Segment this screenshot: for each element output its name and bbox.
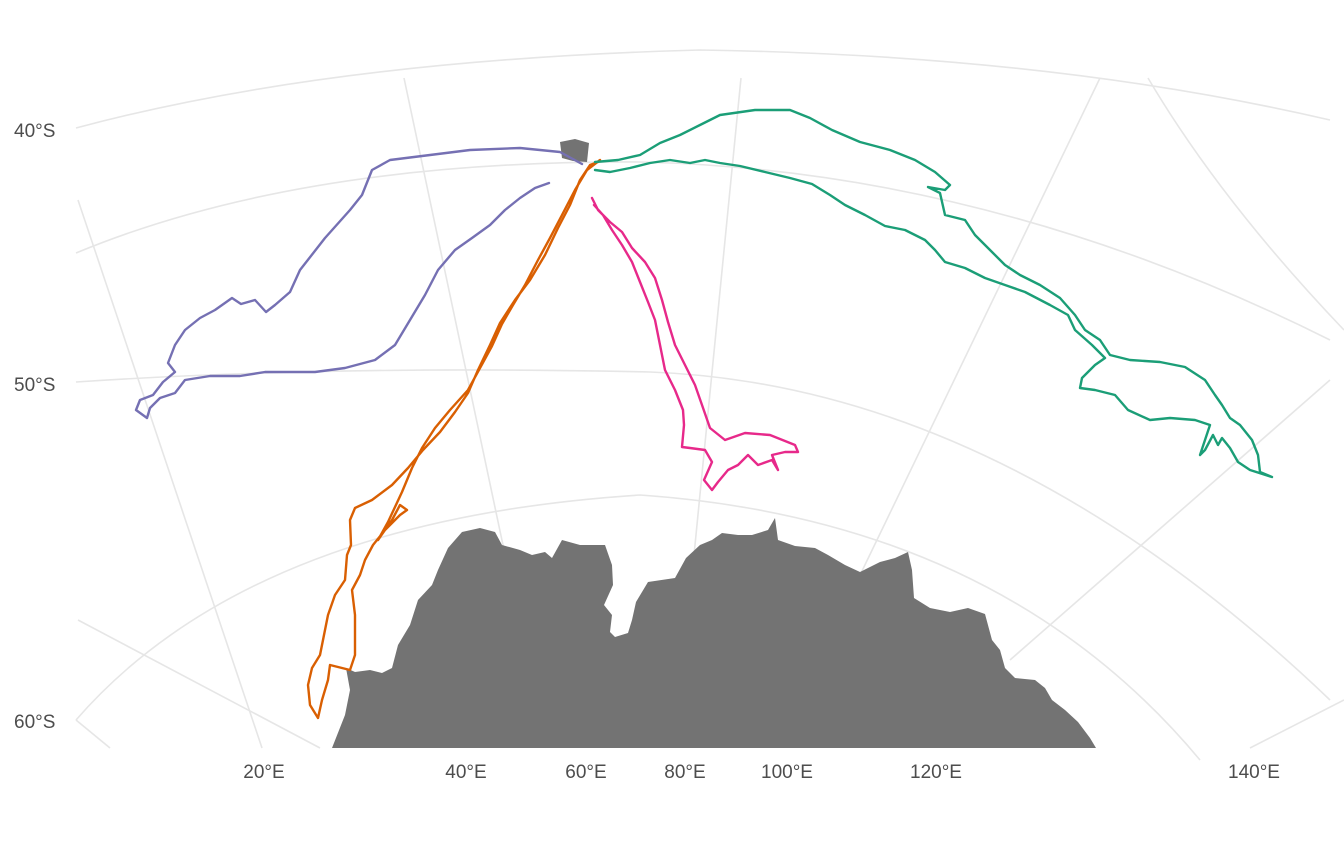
lon-line-140 bbox=[1249, 699, 1344, 749]
lat-line-40 bbox=[75, 49, 1331, 129]
lon-label-140: 140°E bbox=[1228, 762, 1280, 783]
track-purple bbox=[134, 146, 584, 420]
lon-label-40: 40°E bbox=[445, 762, 487, 783]
lon-line-10 bbox=[77, 619, 321, 749]
track-green bbox=[593, 108, 1274, 479]
lon-line-20 bbox=[77, 199, 263, 749]
animal-tracks bbox=[134, 108, 1274, 720]
track-orange bbox=[306, 158, 602, 720]
lon-label-60: 60°E bbox=[565, 762, 607, 783]
antarctica-landmass bbox=[332, 518, 1096, 748]
lat-label-60: 60°S bbox=[14, 712, 56, 733]
lon-label-120: 120°E bbox=[910, 762, 962, 783]
lon-label-100: 100°E bbox=[761, 762, 813, 783]
land bbox=[332, 139, 1096, 748]
lon-label-80: 80°E bbox=[664, 762, 706, 783]
lon-line-0 bbox=[75, 719, 111, 749]
lon-line-80 bbox=[847, 77, 1101, 601]
track-pink bbox=[590, 196, 800, 492]
lat-label-50: 50°S bbox=[14, 375, 56, 396]
lon-label-20: 20°E bbox=[243, 762, 285, 783]
lon-line-120 bbox=[1009, 379, 1331, 661]
lat-line-55 bbox=[75, 494, 1201, 761]
lat-label-40: 40°S bbox=[14, 121, 56, 142]
lon-line-100 bbox=[1147, 77, 1344, 331]
lat-line-45 bbox=[75, 161, 1331, 341]
